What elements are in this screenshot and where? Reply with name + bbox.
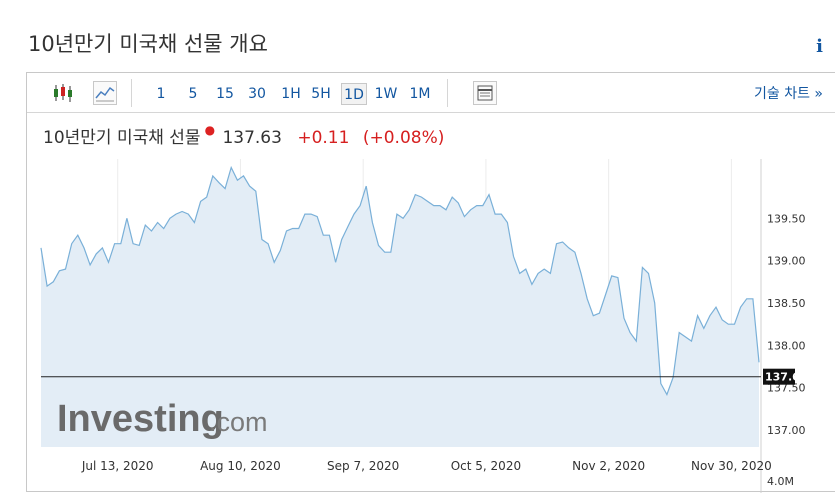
price-chart[interactable]: Investing .com 137.00137.50138.00138.501… — [27, 73, 835, 493]
y-tick-label: 137.50 — [767, 382, 806, 395]
price-change: +0.11 — [297, 128, 350, 148]
price-line — [40, 165, 760, 396]
x-tick-label: Sep 7, 2020 — [327, 459, 399, 473]
x-tick-label: Nov 2, 2020 — [572, 459, 645, 473]
timeframe-5h-button[interactable]: 5H — [311, 86, 331, 102]
chart-toolbar: 1 5 15 30 1H 5H 1D 1W 1M 기술 차트 » — [27, 73, 835, 113]
y-tick-label: 138.50 — [767, 297, 806, 310]
y-tick-label: 138.00 — [767, 339, 806, 352]
quote-line: 10년만기 미국채 선물 ● 137.63 +0.11 (+0.08%) — [43, 123, 444, 148]
instrument-name: 10년만기 미국채 선물 — [43, 128, 201, 148]
watermark-brand: Investing — [57, 398, 224, 440]
timeframe-1h-button[interactable]: 1H — [281, 86, 301, 102]
table-icon[interactable] — [473, 81, 497, 105]
x-tick-label: Jul 13, 2020 — [81, 459, 154, 473]
x-tick-label: Aug 10, 2020 — [200, 459, 281, 473]
timeframe-1d-button[interactable]: 1D — [341, 83, 367, 105]
investing-watermark: Investing .com — [57, 398, 268, 440]
timeframe-5-button[interactable]: 5 — [188, 86, 198, 102]
volume-label: 4.0M — [767, 475, 794, 488]
timeframe-1-button[interactable]: 1 — [156, 86, 166, 102]
candlestick-icon[interactable] — [51, 81, 75, 105]
line-chart-icon[interactable] — [93, 81, 117, 105]
timeframe-1w-button[interactable]: 1W — [374, 86, 398, 102]
timeframe-1m-button[interactable]: 1M — [409, 86, 431, 102]
toolbar-separator — [131, 79, 132, 107]
toolbar-separator — [447, 79, 448, 107]
info-icon[interactable]: i — [816, 36, 823, 57]
last-price-label: 137.63 — [765, 371, 807, 384]
y-tick-label: 139.50 — [767, 212, 806, 225]
y-tick-label: 139.00 — [767, 255, 806, 268]
page-title: 10년만기 미국채 선물 개요 — [28, 32, 268, 56]
x-tick-label: Oct 5, 2020 — [451, 459, 521, 473]
price-change-percent: (+0.08%) — [362, 128, 445, 148]
watermark-suffix: .com — [209, 407, 268, 437]
tech-chart-link[interactable]: 기술 차트 » — [754, 86, 823, 102]
timeframe-15-button[interactable]: 15 — [216, 86, 234, 102]
chart-widget: 1 5 15 30 1H 5H 1D 1W 1M 기술 차트 » 10년만기 미국채 선물 ● 1… — [26, 72, 835, 493]
y-tick-label: 137.00 — [767, 424, 806, 437]
last-price-box — [763, 368, 795, 385]
timeframe-30-button[interactable]: 30 — [248, 86, 266, 102]
x-tick-label: Nov 30, 2020 — [691, 459, 772, 473]
realtime-dot-icon: ● — [204, 123, 216, 137]
last-price: 137.63 — [222, 128, 282, 148]
